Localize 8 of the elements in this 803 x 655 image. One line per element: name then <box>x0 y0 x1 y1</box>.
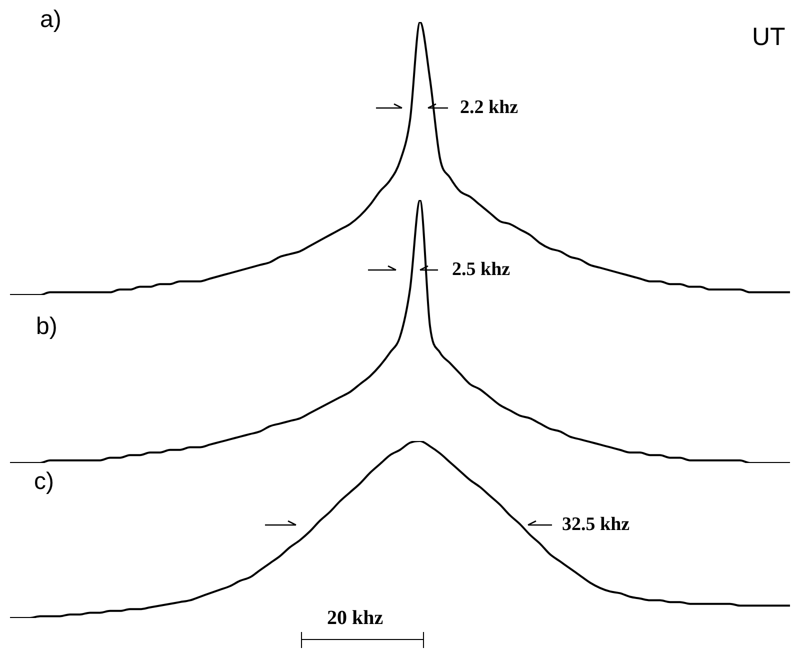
annotation: 2.2 khz <box>460 97 518 118</box>
annotation: UT <box>752 23 786 51</box>
annotation: 2.5 khz <box>452 259 510 280</box>
annotation: b) <box>36 313 58 340</box>
annotation: a) <box>40 6 62 33</box>
annotation: c) <box>34 468 54 495</box>
annotation: 20 khz <box>327 607 384 629</box>
annotation: 32.5 khz <box>562 514 630 535</box>
